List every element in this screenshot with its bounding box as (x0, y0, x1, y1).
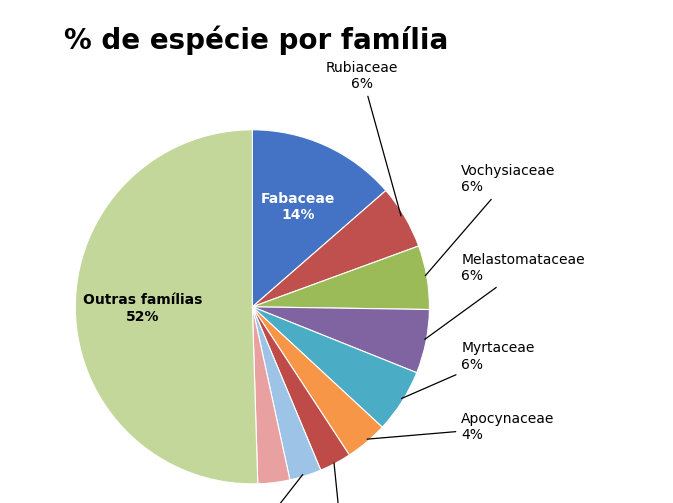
Wedge shape (252, 307, 349, 470)
Text: Outras famílias
52%: Outras famílias 52% (83, 293, 203, 323)
Wedge shape (75, 130, 258, 484)
Text: % de espécie por família: % de espécie por família (64, 25, 448, 55)
Wedge shape (252, 246, 429, 309)
Text: Vochysiaceae
6%: Vochysiaceae 6% (425, 164, 556, 276)
Text: Apocynaceae
4%: Apocynaceae 4% (367, 412, 555, 442)
Text: Rubiaceae
6%: Rubiaceae 6% (326, 61, 401, 216)
Wedge shape (252, 307, 417, 427)
Wedge shape (252, 307, 290, 484)
Text: Myrtaceae
6%: Myrtaceae 6% (402, 342, 534, 398)
Wedge shape (252, 191, 419, 307)
Text: Melastomataceae
6%: Melastomataceae 6% (425, 253, 585, 340)
Text: Anacardiaceae
3%: Anacardiaceae 3% (180, 474, 303, 503)
Wedge shape (252, 307, 429, 373)
Text: Fabaceae
14%: Fabaceae 14% (260, 192, 335, 222)
Wedge shape (252, 130, 386, 307)
Text: Annonaceae
3%: Annonaceae 3% (302, 463, 388, 503)
Wedge shape (252, 307, 382, 455)
Wedge shape (252, 307, 321, 480)
